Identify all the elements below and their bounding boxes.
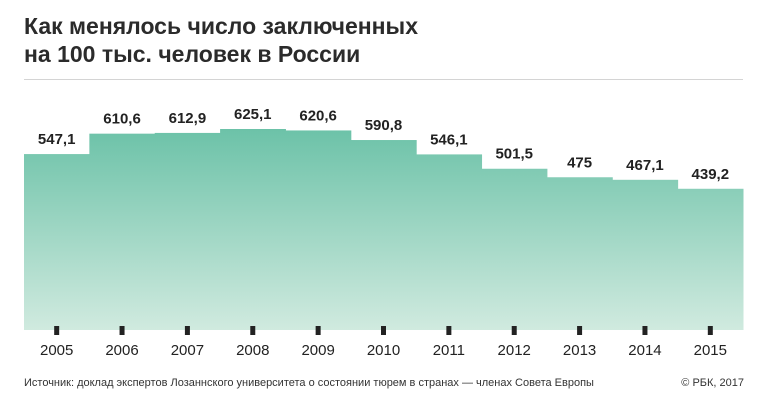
bar-2011	[416, 154, 483, 330]
bar-2010	[350, 140, 417, 330]
tick-label-2011: 2011	[433, 342, 465, 359]
data-label-2013: 475	[567, 154, 592, 171]
chart-title: Как менялось число заключенных на 100 ты…	[24, 12, 744, 68]
tick-mark-2010	[381, 326, 386, 335]
copyright-credit: © РБК, 2017	[681, 377, 744, 389]
data-label-2008: 625,1	[234, 106, 272, 123]
tick-label-2013: 2013	[563, 342, 596, 359]
bar-2014	[612, 179, 679, 330]
tick-mark-2012	[511, 326, 517, 335]
source-note: Источник: доклад экспертов Лозаннского у…	[24, 377, 594, 389]
bar-2013	[546, 177, 613, 330]
chart-title-line-2: на 100 тыс. человек в России	[24, 41, 361, 67]
bar-2005	[24, 154, 90, 330]
tick-mark-2008	[250, 326, 256, 335]
tick-label-2007: 2007	[171, 342, 204, 359]
bar-2015	[677, 188, 744, 330]
tick-label-2010: 2010	[367, 342, 400, 359]
bar-2009	[285, 130, 352, 330]
tick-label-2006: 2006	[105, 342, 138, 359]
tick-mark-2006	[119, 326, 125, 335]
tick-label-2005: 2005	[40, 342, 73, 359]
tick-mark-2007	[184, 326, 190, 335]
tick-mark-2005	[54, 326, 60, 335]
tick-label-2008: 2008	[236, 342, 269, 359]
data-label-2012: 501,5	[495, 146, 533, 163]
bar-2007	[154, 132, 221, 330]
data-label-2006: 610,6	[103, 111, 141, 128]
tick-mark-2009	[315, 326, 321, 335]
title-divider	[24, 79, 743, 80]
tick-mark-2011	[446, 326, 452, 335]
data-label-2015: 439,2	[692, 166, 730, 183]
tick-label-2009: 2009	[301, 342, 334, 359]
data-label-2014: 467,1	[626, 157, 664, 174]
data-label-2011: 546,1	[430, 131, 468, 148]
bar-2006	[89, 133, 156, 330]
tick-mark-2013	[577, 326, 583, 335]
bar-2012	[481, 168, 548, 330]
chart-title-line-1: Как менялось число заключенных	[24, 13, 418, 39]
tick-mark-2014	[642, 326, 648, 335]
tick-label-2012: 2012	[498, 342, 531, 359]
data-label-2010: 590,8	[365, 117, 403, 134]
bar-2008	[220, 129, 286, 330]
tick-mark-2015	[707, 326, 713, 335]
tick-label-2014: 2014	[628, 342, 661, 359]
tick-label-2015: 2015	[694, 342, 727, 359]
data-label-2009: 620,6	[299, 107, 337, 124]
data-label-2005: 547,1	[38, 131, 76, 148]
data-label-2007: 612,9	[169, 110, 207, 127]
